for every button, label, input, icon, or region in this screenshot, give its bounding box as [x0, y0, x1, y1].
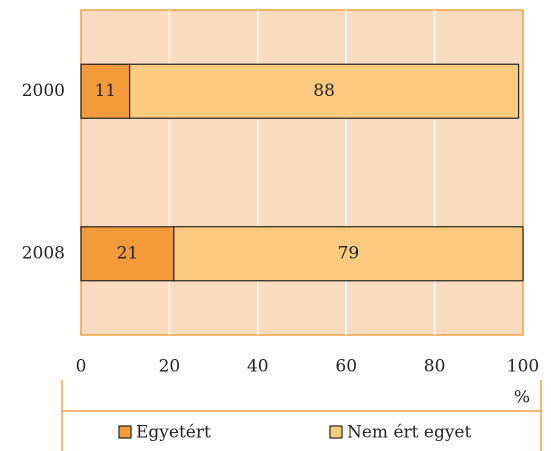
x-tick-label: 20: [159, 357, 181, 377]
data-label: 88: [313, 81, 335, 101]
bar-segment: [80, 226, 175, 282]
legend-label: Egyetért: [136, 423, 211, 443]
legend-swatch: [329, 425, 343, 439]
y-tick-label: 2000: [22, 81, 65, 101]
y-tick-label: 2008: [22, 243, 65, 263]
x-tick-label: 60: [335, 357, 357, 377]
x-tick-label: 0: [76, 357, 87, 377]
x-tick-label: 80: [424, 357, 446, 377]
legend-swatch: [118, 425, 132, 439]
data-label: 11: [94, 81, 116, 101]
legend-label: Nem ért egyet: [347, 423, 471, 443]
plot-background: [80, 9, 524, 336]
bar-segment: [129, 63, 520, 119]
bar-segment: [173, 226, 524, 282]
data-label: 79: [338, 243, 360, 263]
x-axis-label: %: [514, 388, 530, 408]
bar-segment: [80, 63, 131, 119]
x-tick-label: 100: [507, 357, 539, 377]
data-label: 21: [117, 243, 139, 263]
x-tick-label: 40: [247, 357, 269, 377]
